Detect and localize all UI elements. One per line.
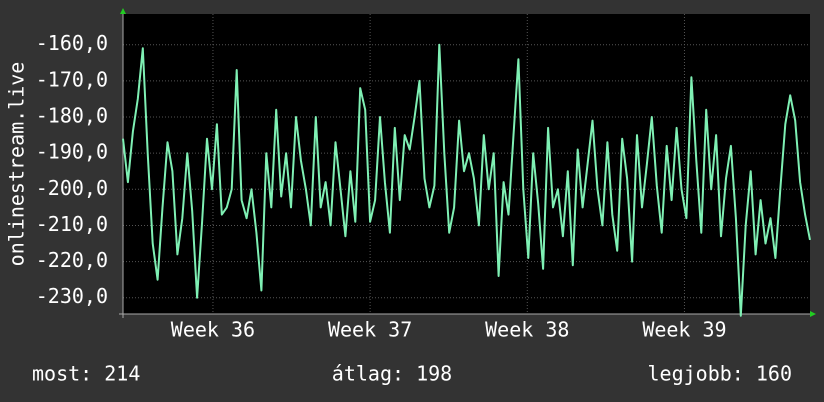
y-tick-label: -200,0 — [36, 176, 108, 200]
y-tick-label: -210,0 — [36, 212, 108, 236]
y-axis-label: onlinestream.live — [5, 62, 29, 267]
y-tick-label: -160,0 — [36, 31, 108, 55]
data-line — [122, 43, 811, 317]
stat: átlag: 198 — [332, 362, 452, 386]
x-tick-label: Week 37 — [328, 318, 412, 342]
x-tick-label: Week 39 — [642, 318, 726, 342]
axis-arrow — [810, 311, 816, 317]
y-tick-label: -220,0 — [36, 248, 108, 272]
y-tick-label: -180,0 — [36, 104, 108, 128]
stat: legjobb: 160 — [648, 362, 793, 386]
y-tick-label: -190,0 — [36, 140, 108, 164]
stat: most: 214 — [32, 362, 140, 386]
x-tick-label: Week 36 — [171, 318, 255, 342]
x-tick-label: Week 38 — [485, 318, 569, 342]
y-tick-label: -170,0 — [36, 67, 108, 91]
y-tick-label: -230,0 — [36, 284, 108, 308]
axis-arrow — [120, 8, 126, 14]
